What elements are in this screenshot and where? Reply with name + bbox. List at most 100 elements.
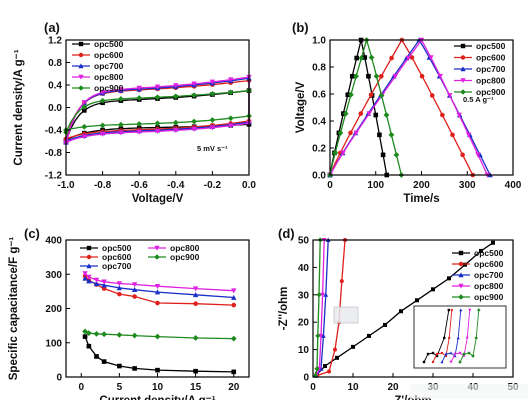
data-point [116,331,123,338]
data-point [99,122,106,129]
data-point [136,121,143,127]
legend-marker [460,89,466,95]
series-line [84,336,234,373]
y-axis-label: Current density/A g⁻¹ [13,49,25,165]
legend-label: opc500 [474,248,504,258]
data-point [415,298,419,303]
series-opc700 [82,275,237,300]
data-point [192,335,199,341]
data-point [320,292,325,298]
legend-label: opc600 [476,53,506,63]
data-point [419,73,425,79]
inset-data-point [449,360,453,364]
inset-data-point [440,351,444,355]
data-point [318,333,324,339]
y-tick-label: 1.0 [312,36,326,47]
legend-marker [86,263,92,269]
series-opc600 [82,273,237,308]
data-point [101,282,107,288]
inset-data-point [426,352,430,356]
legend-marker [460,66,466,72]
series-opc500 [315,240,495,377]
inset-data-point [477,308,481,312]
legend-label: opc900 [476,87,506,97]
legend-label: opc800 [476,76,506,86]
legend-label: opc500 [102,243,132,253]
panel-label: (d) [278,226,295,241]
data-point [348,130,353,136]
legend-marker [458,294,464,300]
x-tick-label: 400 [505,180,522,191]
panel-b: 0 100 200 300 400 0.0 0.2 0.4 0.6 0.8 1.0 Time/s Vol… [292,20,522,205]
data-point [389,55,394,61]
legend-item-opc800: opc800 [454,76,506,86]
panel-a: -1.0 -0.8 -0.6 -0.4 -0.2 0.0 -1.2 -0.8 -0.4 0.0 0.… [13,20,256,205]
data-point [82,108,87,113]
data-point [383,322,387,327]
legend-label: opc700 [474,270,504,280]
data-point [340,150,346,156]
y-tick-label: 40 [298,263,310,274]
y-axis-label: Specific capacitance/F g⁻¹ [8,237,20,381]
inset-series-line [441,309,462,363]
axes-frame [312,239,514,378]
x-tick-label: 10 [152,382,164,393]
series-opc500 [82,334,237,375]
legend-marker [154,245,160,251]
legend-marker [460,55,466,60]
data-point [154,120,161,127]
data-point [383,112,390,118]
y-tick-label: -1.2 [45,171,63,182]
data-point [428,55,434,61]
data-point [131,332,138,339]
legend-item-opc500: opc500 [72,39,124,49]
rate-annotation: 5 mV s⁻¹ [197,144,228,153]
x-tick-label: 15 [190,382,202,393]
inset-data-point [443,336,446,340]
legend-label: opc600 [94,50,124,60]
data-point [136,95,143,101]
legend-label: opc500 [476,41,506,51]
data-point [118,96,124,102]
data-point [172,119,179,126]
series-line [316,239,346,377]
inset-data-point [435,352,439,356]
data-point [437,73,444,79]
legend-item-opc900: opc900 [148,252,200,262]
y-tick-label: 1.2 [48,36,62,47]
legend-marker [460,43,466,49]
legend-item-opc800: opc800 [148,243,200,253]
panel-label: (c) [24,226,40,241]
series-opc600 [327,37,476,178]
legend-marker [78,85,84,91]
data-point [154,289,161,295]
data-point [154,84,161,90]
inset-data-point [467,351,471,355]
inset-data-point [468,308,472,312]
x-tick-label: 0 [310,382,316,393]
series-line [329,38,474,176]
legend-item-opc600: opc600 [452,259,504,269]
legend-item-opc700: opc700 [452,270,504,280]
data-point [228,123,234,129]
data-point [353,130,359,136]
legend-item-opc900: opc900 [454,87,506,97]
data-point [231,294,237,300]
series-line [84,273,234,292]
inset-data-point [459,308,463,312]
legend-label: opc700 [476,64,506,74]
data-point [136,85,142,91]
inset-data-point [450,308,453,312]
legend-item-opc800: opc800 [452,281,504,291]
y-tick-label: 0.4 [312,117,326,128]
y-tick-label: 0.8 [312,63,326,74]
legend-label: opc700 [94,61,124,71]
x-tick-label: -0.4 [167,180,185,191]
legend-item-opc600: opc600 [454,53,506,63]
legend-label: opc500 [94,39,124,49]
legend-label: opc600 [102,252,132,262]
legend-item-opc700: opc700 [80,261,132,271]
data-point [192,286,199,292]
